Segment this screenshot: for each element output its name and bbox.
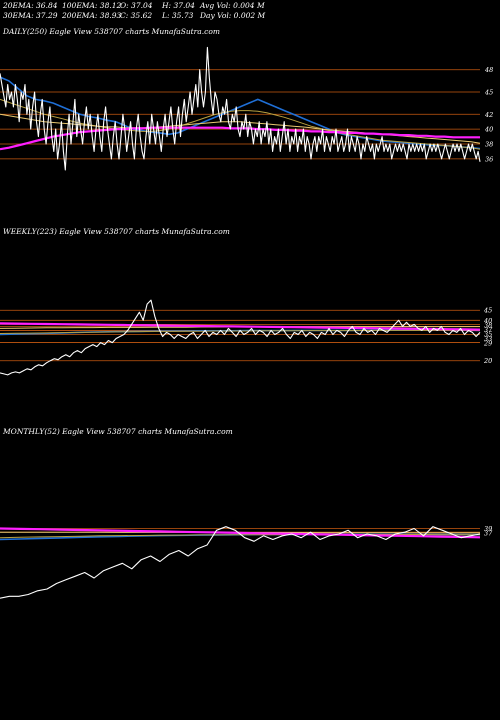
weekly-tick-label-3: 37 bbox=[484, 326, 493, 334]
weekly-200ema-line bbox=[0, 322, 481, 331]
monthly-200ema-line bbox=[0, 527, 481, 539]
daily-200ema-line bbox=[0, 126, 480, 151]
header-20ema: 20EMA: 36.84 bbox=[3, 1, 58, 10]
monthly-panel-title: MONTHLY(52) Eagle View 538707 charts Mun… bbox=[3, 427, 233, 436]
daily-panel: 48 45 42 40 38 36 bbox=[0, 46, 493, 171]
header-open: O: 37.04 bbox=[120, 1, 153, 10]
header-close: C: 35.62 bbox=[120, 11, 153, 20]
daily-tick-label-4: 38 bbox=[485, 141, 493, 149]
header-low: L: 35.73 bbox=[162, 11, 194, 20]
monthly-30ema-line bbox=[0, 534, 480, 539]
daily-tick-label-0: 48 bbox=[484, 66, 493, 74]
daily-tick-label-5: 36 bbox=[485, 155, 493, 163]
daily-tick-label-1: 45 bbox=[484, 89, 493, 97]
daily-tick-label-2: 42 bbox=[484, 111, 493, 119]
header-30ema: 30EMA: 37.29 bbox=[3, 11, 58, 20]
weekly-tick-label-5: 33 bbox=[484, 335, 492, 343]
weekly-tick-label-6: 29 bbox=[483, 339, 492, 347]
header-200ema: 200EMA: 38.93 bbox=[62, 11, 122, 20]
daily-tick-label-3: 40 bbox=[484, 126, 493, 134]
monthly-tick-label-1: 37 bbox=[484, 530, 493, 538]
weekly-price-line bbox=[0, 299, 481, 376]
monthly-tick-label-0: 39 bbox=[484, 525, 492, 533]
weekly-tick-label-0: 45 bbox=[483, 307, 492, 315]
weekly-tick-label-2: 38 bbox=[484, 321, 492, 329]
header-avg-vol: Avg Vol: 0.004 M bbox=[200, 1, 265, 10]
header-day-vol: Day Vol: 0.002 M bbox=[200, 11, 266, 20]
monthly-price-line bbox=[0, 526, 481, 599]
weekly-panel-title: WEEKLY(223) Eagle View 538707 charts Mun… bbox=[3, 227, 230, 236]
weekly-tick-label-1: 40 bbox=[483, 317, 492, 325]
header-high: H: 37.04 bbox=[162, 1, 195, 10]
header-100ema: 100EMA: 38.12 bbox=[62, 1, 122, 10]
daily-panel-title: DAILY(250) Eagle View 538707 charts Muna… bbox=[3, 27, 220, 36]
weekly-tick-label-7: 20 bbox=[483, 357, 492, 365]
weekly-tick-label-4: 35 bbox=[484, 330, 492, 338]
daily-price-line bbox=[0, 46, 481, 171]
daily-20ema-line bbox=[0, 76, 481, 150]
